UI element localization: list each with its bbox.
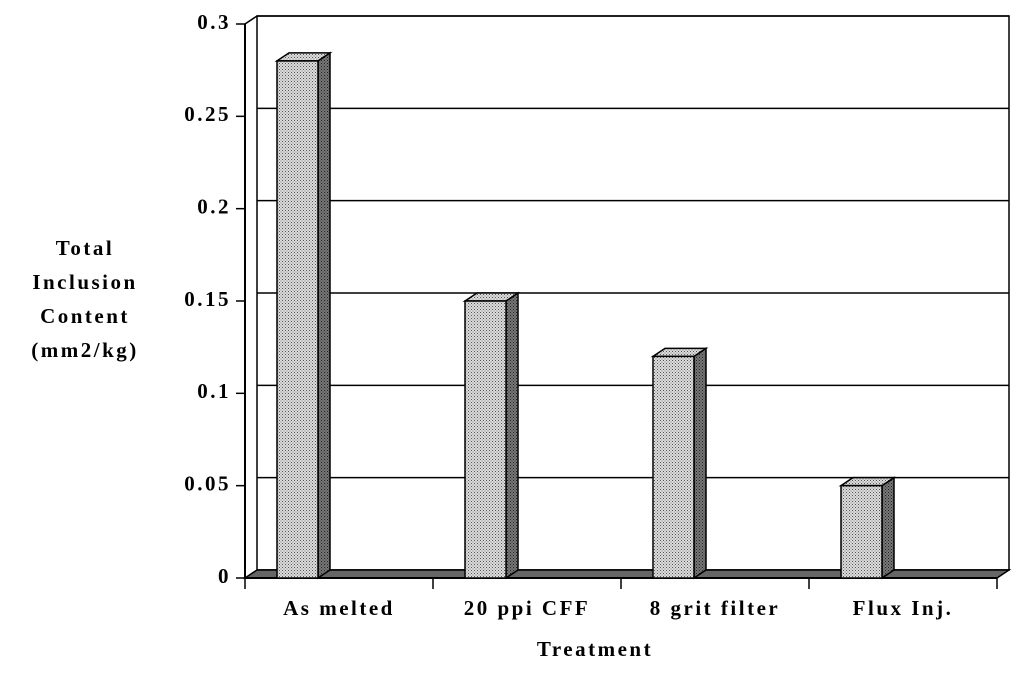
y-tick-label: 0.1 xyxy=(197,379,231,403)
bar-side xyxy=(693,346,707,580)
x-tick-label: 20 ppi CFF xyxy=(464,596,591,620)
y-tick-label: 0 xyxy=(218,564,231,588)
floor xyxy=(242,569,1012,579)
bar xyxy=(652,355,695,579)
x-axis-label: Treatment xyxy=(537,637,653,661)
y-tick-label: 0.25 xyxy=(184,102,231,126)
x-tick-label: As melted xyxy=(283,596,395,620)
wall-edge xyxy=(244,15,258,25)
bar xyxy=(840,484,883,579)
y-axis-label: Total xyxy=(56,236,114,260)
y-tick-label: 0.05 xyxy=(184,471,231,495)
y-tick-label: 0.2 xyxy=(197,194,231,218)
bar-side xyxy=(505,291,519,580)
bar xyxy=(276,60,319,579)
x-tick-label: 8 grit filter xyxy=(650,596,780,620)
bar-side xyxy=(881,476,895,580)
bar-side xyxy=(317,51,331,580)
y-axis-label: (mm2/kg) xyxy=(31,338,139,362)
y-tick-label: 0.3 xyxy=(197,10,231,34)
y-tick-label: 0.15 xyxy=(184,287,231,311)
bar xyxy=(464,300,507,579)
x-tick-label: Flux Inj. xyxy=(853,596,954,620)
y-axis-label: Inclusion xyxy=(32,270,137,294)
y-axis-label: Content xyxy=(40,304,130,328)
